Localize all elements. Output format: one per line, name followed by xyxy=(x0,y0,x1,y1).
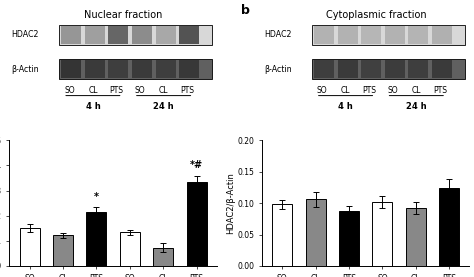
Bar xyxy=(132,25,152,44)
Bar xyxy=(314,60,334,78)
Text: PTS: PTS xyxy=(433,86,447,95)
Text: CL: CL xyxy=(341,86,350,95)
Bar xyxy=(59,25,212,45)
Bar xyxy=(109,60,128,78)
Text: 4 h: 4 h xyxy=(338,102,353,111)
Y-axis label: HDAC2/β-Actin: HDAC2/β-Actin xyxy=(226,172,235,234)
Bar xyxy=(187,182,207,266)
Text: *: * xyxy=(94,192,99,202)
Text: PTS: PTS xyxy=(362,86,376,95)
Bar xyxy=(155,25,175,44)
Bar xyxy=(361,60,381,78)
Bar xyxy=(385,60,405,78)
Bar xyxy=(179,25,199,44)
Bar xyxy=(406,208,426,266)
Bar xyxy=(59,59,212,79)
Text: SO: SO xyxy=(135,86,146,95)
Text: 24 h: 24 h xyxy=(153,102,174,111)
Text: CL: CL xyxy=(411,86,421,95)
Text: 4 h: 4 h xyxy=(85,102,100,111)
Bar xyxy=(312,59,465,79)
Bar xyxy=(432,60,452,78)
Text: 24 h: 24 h xyxy=(406,102,427,111)
Text: Nuclear fraction: Nuclear fraction xyxy=(84,10,163,20)
Text: SO: SO xyxy=(64,86,74,95)
Bar xyxy=(385,25,405,44)
Bar xyxy=(306,199,326,266)
Bar xyxy=(408,25,428,44)
Text: Cytoplasmic fraction: Cytoplasmic fraction xyxy=(326,10,427,20)
Text: β-Actin: β-Actin xyxy=(264,65,292,74)
Bar xyxy=(61,25,82,44)
Bar xyxy=(339,211,359,266)
Bar xyxy=(85,60,105,78)
Bar xyxy=(61,60,82,78)
Bar xyxy=(120,232,140,266)
Bar xyxy=(86,212,106,266)
Text: SO: SO xyxy=(387,86,398,95)
Bar xyxy=(432,25,452,44)
Text: HDAC2: HDAC2 xyxy=(264,30,292,39)
Bar xyxy=(132,60,152,78)
Bar xyxy=(314,25,334,44)
Bar xyxy=(337,60,357,78)
Text: b: b xyxy=(241,4,250,17)
Bar xyxy=(337,25,357,44)
Bar xyxy=(85,25,105,44)
Bar xyxy=(312,25,465,45)
Text: HDAC2: HDAC2 xyxy=(11,30,39,39)
Text: SO: SO xyxy=(317,86,328,95)
Bar xyxy=(272,204,292,266)
Bar xyxy=(153,248,173,266)
Text: CL: CL xyxy=(88,86,98,95)
Text: PTS: PTS xyxy=(109,86,124,95)
Bar xyxy=(373,202,392,266)
Bar xyxy=(179,60,199,78)
Text: CL: CL xyxy=(159,86,168,95)
Text: β-Actin: β-Actin xyxy=(11,65,39,74)
Bar xyxy=(19,228,39,266)
Bar xyxy=(109,25,128,44)
Text: *#: *# xyxy=(190,160,203,171)
Bar xyxy=(408,60,428,78)
Bar xyxy=(155,60,175,78)
Bar xyxy=(439,188,459,266)
Text: PTS: PTS xyxy=(180,86,194,95)
Bar xyxy=(53,235,73,266)
Bar xyxy=(361,25,381,44)
